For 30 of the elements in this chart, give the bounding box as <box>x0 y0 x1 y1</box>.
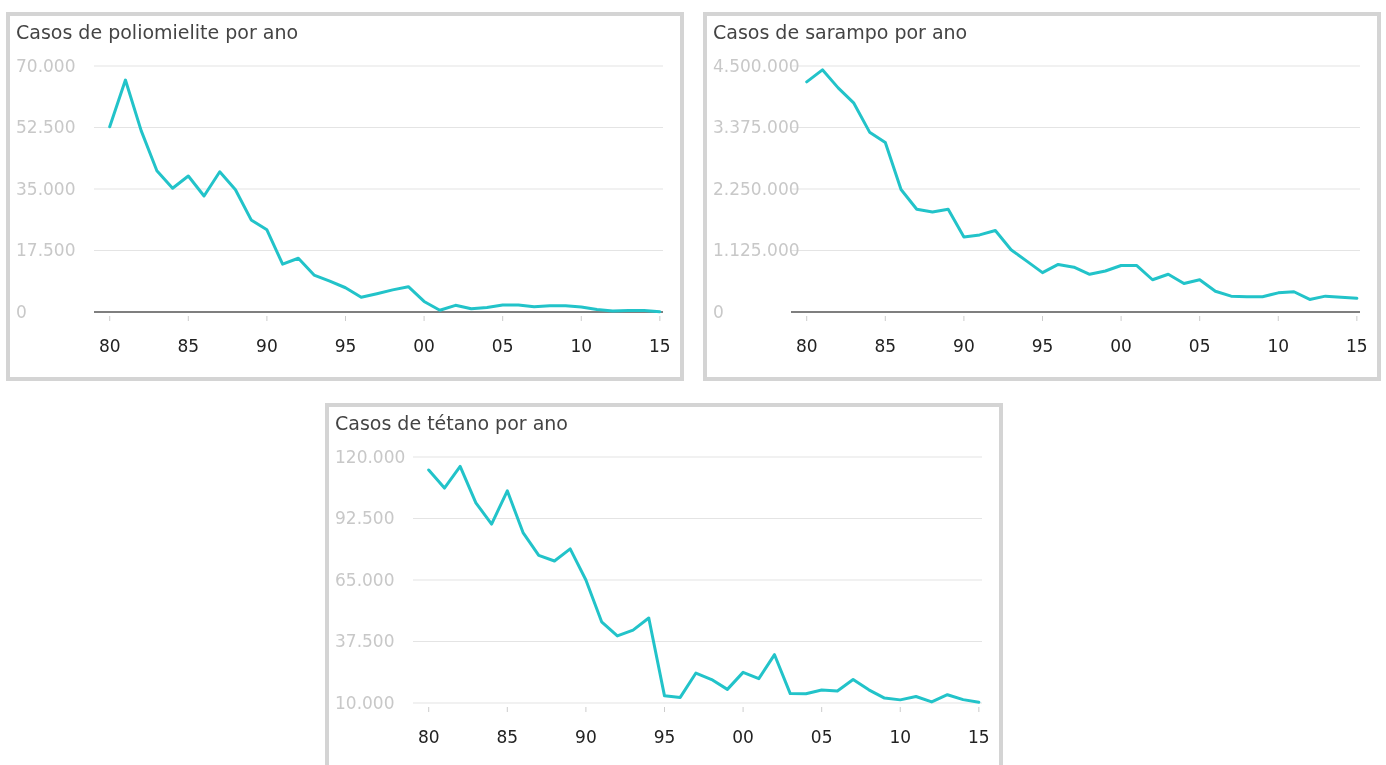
x-tick-label: 10 <box>570 336 593 356</box>
line-series <box>427 464 981 704</box>
x-tick-label: 95 <box>1031 336 1054 356</box>
x-tick-label: 05 <box>491 336 514 356</box>
x-tick-label: 80 <box>98 336 121 356</box>
x-tick-label: 95 <box>334 336 357 356</box>
x-tick-label: 90 <box>953 336 975 356</box>
x-tick-label: 05 <box>810 727 833 747</box>
x-tick-label: 15 <box>1346 336 1368 356</box>
x-tick-label: 15 <box>968 727 990 747</box>
x-tick-label: 80 <box>417 727 440 747</box>
x-tick-label: 85 <box>874 336 897 356</box>
x-tick-label: 00 <box>1110 336 1132 356</box>
chart-title: Casos de tétano por ano <box>335 412 568 434</box>
x-tick-label: 00 <box>732 727 754 747</box>
x-tick-label: 80 <box>795 336 818 356</box>
x-tick-label: 85 <box>496 727 519 747</box>
x-tick-label: 10 <box>889 727 912 747</box>
chart-title: Casos de poliomielite por ano <box>16 21 299 43</box>
x-tick-label: 90 <box>256 336 278 356</box>
x-tick-label: 00 <box>413 336 435 356</box>
x-tick-label: 90 <box>575 727 597 747</box>
x-tick-label: 85 <box>177 336 200 356</box>
x-tick-label: 95 <box>653 727 676 747</box>
x-tick-label: 05 <box>1188 336 1211 356</box>
x-tick-label: 10 <box>1267 336 1290 356</box>
line-series <box>805 68 1359 301</box>
x-tick-label: 15 <box>649 336 671 356</box>
line-series <box>108 78 662 314</box>
chart-title: Casos de sarampo por ano <box>713 21 968 43</box>
